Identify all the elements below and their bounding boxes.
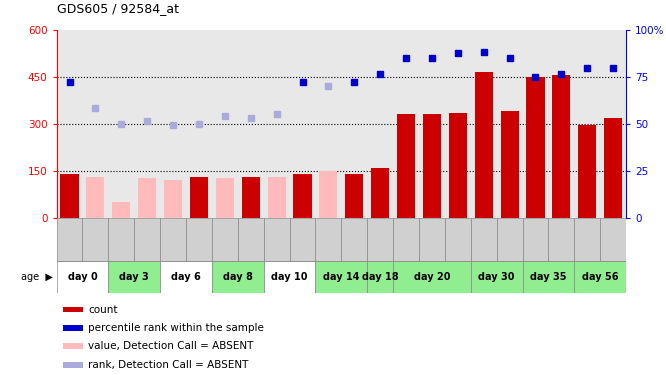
Bar	[552, 75, 570, 217]
Bar	[523, 261, 574, 292]
Bar	[57, 217, 83, 261]
Bar	[471, 261, 523, 292]
Bar	[371, 168, 389, 217]
Bar	[83, 217, 109, 261]
Bar	[164, 180, 182, 218]
Bar	[475, 72, 493, 217]
Text: count: count	[88, 304, 117, 315]
Bar	[393, 217, 419, 261]
Bar	[212, 261, 264, 292]
Bar	[109, 261, 160, 292]
Bar	[63, 362, 83, 368]
Bar	[393, 261, 471, 292]
Bar	[113, 202, 131, 217]
Bar	[523, 217, 548, 261]
Bar	[160, 261, 212, 292]
Bar	[449, 113, 467, 218]
Bar	[264, 261, 316, 292]
Bar	[109, 217, 135, 261]
Text: day 56: day 56	[582, 272, 619, 282]
Bar	[290, 217, 316, 261]
Text: age  ▶: age ▶	[21, 272, 53, 282]
Bar	[268, 177, 286, 218]
Text: GDS605 / 92584_at: GDS605 / 92584_at	[57, 2, 178, 15]
Bar	[423, 114, 441, 218]
Text: day 6: day 6	[171, 272, 201, 282]
Text: value, Detection Call = ABSENT: value, Detection Call = ABSENT	[88, 341, 253, 351]
Bar	[574, 217, 600, 261]
Bar	[63, 307, 83, 312]
Bar	[242, 177, 260, 218]
Text: day 18: day 18	[362, 272, 398, 282]
Text: day 30: day 30	[478, 272, 515, 282]
Bar	[471, 217, 497, 261]
Bar	[397, 114, 415, 218]
Bar	[135, 217, 160, 261]
Bar	[87, 177, 105, 218]
Bar	[367, 261, 393, 292]
Bar	[497, 217, 523, 261]
Bar	[526, 77, 545, 218]
Bar	[316, 261, 367, 292]
Bar	[604, 117, 622, 218]
Bar	[319, 171, 338, 217]
Text: rank, Detection Call = ABSENT: rank, Detection Call = ABSENT	[88, 360, 248, 370]
Bar	[264, 217, 290, 261]
Text: day 35: day 35	[530, 272, 567, 282]
Bar	[63, 325, 83, 330]
Text: day 10: day 10	[271, 272, 308, 282]
Bar	[186, 217, 212, 261]
Text: day 14: day 14	[323, 272, 360, 282]
Bar	[501, 111, 519, 218]
Bar	[160, 217, 186, 261]
Bar	[419, 217, 445, 261]
Bar	[212, 217, 238, 261]
Bar	[294, 174, 312, 217]
Bar	[367, 217, 393, 261]
Bar	[138, 178, 157, 218]
Text: day 0: day 0	[68, 272, 97, 282]
Bar	[57, 261, 109, 292]
Bar	[238, 217, 264, 261]
Bar	[190, 177, 208, 218]
Bar	[316, 217, 341, 261]
Text: day 3: day 3	[119, 272, 149, 282]
Bar	[61, 174, 79, 217]
Bar	[574, 261, 626, 292]
Bar	[548, 217, 574, 261]
Bar	[578, 125, 596, 218]
Text: day 20: day 20	[414, 272, 450, 282]
Bar	[345, 174, 364, 217]
Bar	[341, 217, 367, 261]
Text: percentile rank within the sample: percentile rank within the sample	[88, 323, 264, 333]
Bar	[600, 217, 626, 261]
Bar	[216, 177, 234, 218]
Bar	[63, 343, 83, 349]
Text: day 8: day 8	[223, 272, 252, 282]
Bar	[445, 217, 471, 261]
